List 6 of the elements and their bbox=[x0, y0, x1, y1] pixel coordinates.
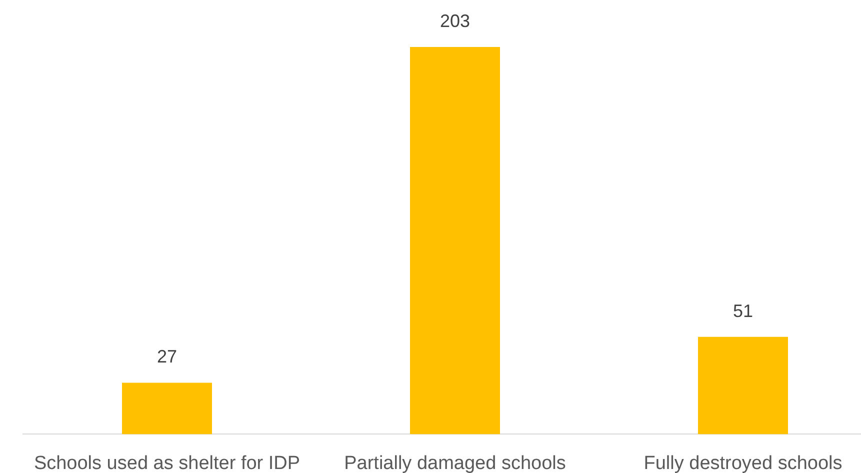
data-label: 203 bbox=[440, 10, 470, 31]
x-tick-label: Schools used as shelter for IDP bbox=[34, 452, 300, 473]
data-label: 27 bbox=[156, 346, 178, 367]
data-label: 51 bbox=[732, 300, 754, 321]
x-tick-label: Partially damaged schools bbox=[344, 452, 566, 473]
x-tick-label: Fully destroyed schools bbox=[644, 452, 842, 473]
